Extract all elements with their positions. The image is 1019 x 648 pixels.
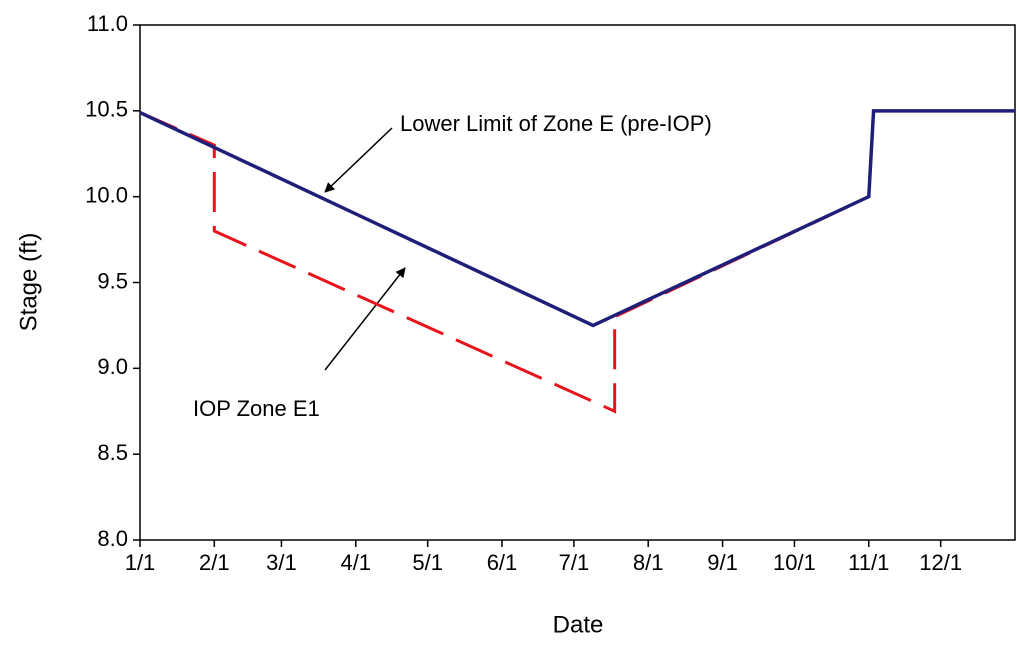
x-tick-label: 6/1 bbox=[487, 550, 518, 575]
x-tick-label: 11/1 bbox=[848, 550, 889, 575]
x-tick-label: 10/1 bbox=[773, 550, 816, 575]
y-tick-label: 11.0 bbox=[87, 11, 128, 36]
annotation: Lower Limit of Zone E (pre-IOP) bbox=[400, 111, 712, 136]
annotation-arrow bbox=[324, 267, 406, 371]
annotation: IOP Zone E1 bbox=[193, 396, 320, 421]
annotation-arrow bbox=[324, 127, 393, 193]
series-line bbox=[139, 109, 1015, 328]
series-line bbox=[139, 111, 870, 414]
plot-frame bbox=[139, 24, 1016, 541]
x-tick-label: 4/1 bbox=[340, 550, 371, 575]
x-tick-label: 2/1 bbox=[199, 550, 230, 575]
y-tick-label: 10.0 bbox=[85, 182, 128, 207]
x-tick-label: 8/1 bbox=[633, 550, 664, 575]
x-tick-label: 5/1 bbox=[412, 550, 443, 575]
x-tick-label: 7/1 bbox=[559, 550, 590, 575]
x-tick-label: 3/1 bbox=[266, 550, 297, 575]
x-tick-label: 12/1 bbox=[919, 550, 962, 575]
y-tick-label: 8.5 bbox=[97, 440, 128, 465]
y-axis-title: Stage (ft) bbox=[15, 233, 42, 332]
x-tick-label: 1/1 bbox=[125, 550, 156, 575]
x-axis-title: Date bbox=[553, 611, 604, 638]
y-tick-label: 10.5 bbox=[85, 97, 128, 122]
y-tick-label: 9.0 bbox=[97, 354, 128, 379]
y-tick-label: 9.5 bbox=[97, 268, 128, 293]
y-tick-label: 8.0 bbox=[97, 526, 128, 551]
x-tick-label: 9/1 bbox=[707, 550, 738, 575]
